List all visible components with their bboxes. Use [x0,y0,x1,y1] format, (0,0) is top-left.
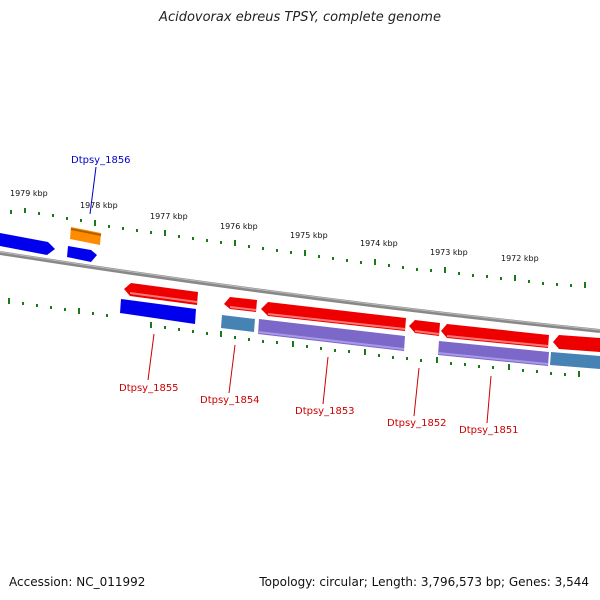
gene-label-dtpsy-1854[interactable]: Dtpsy_1854 [200,395,260,406]
gene-reverse-right[interactable] [553,335,600,352]
map-title: Acidovorax ebreus TPSY, complete genome [159,10,441,25]
product-dtpsy-1853-shade [257,331,405,350]
product-dtpsy-1855[interactable] [120,299,196,324]
gene-label-dtpsy-1852[interactable]: Dtpsy_1852 [387,418,447,429]
tick-label-1977: 1977 kbp [150,212,188,221]
leader-dtpsy-1853 [322,356,329,405]
gene-dtpsy-1856-rna[interactable] [70,227,101,245]
gene-dtpsy-1855-shade [129,292,198,303]
product-dtpsy-1854[interactable] [221,315,255,332]
gene-dtpsy-1856-rna-edge [70,228,102,236]
gene-label-dtpsy-1851[interactable]: Dtpsy_1851 [459,425,519,436]
gene-label-dtpsy-1856[interactable]: Dtpsy_1856 [71,155,131,166]
product-dtpsy-1851-shade [437,352,549,365]
gene-forward-left[interactable] [0,233,55,255]
tick-label-1978: 1978 kbp [80,201,118,210]
tick-label-1975: 1975 kbp [290,231,328,240]
tick-label-1979: 1979 kbp [10,189,48,198]
leader-dtpsy-1851 [486,375,492,424]
tick-label-1976: 1976 kbp [220,222,258,231]
leader-dtpsy-1855 [147,333,155,381]
product-right[interactable] [550,352,600,369]
leader-dtpsy-1854 [228,344,236,394]
genome-summary-text: Topology: circular; Length: 3,796,573 bp… [259,575,589,589]
gene-dtpsy-1856[interactable] [67,246,97,262]
tick-label-1973: 1973 kbp [430,248,468,257]
upper-tick-row [10,208,586,288]
genome-backbone-highlight [0,251,600,331]
genome-backbone [0,251,600,333]
leader-dtpsy-1852 [413,367,420,417]
product-dtpsy-1853[interactable] [258,319,405,351]
gene-dtpsy-1853[interactable] [261,302,406,331]
gene-dtpsy-1853-shade [267,313,406,330]
leader-dtpsy-1856 [89,166,97,215]
gene-dtpsy-1852-shade [414,330,440,335]
lower-tick-row [8,298,580,377]
tick-label-1974: 1974 kbp [360,239,398,248]
gene-dtpsy-1851-shade [446,335,549,347]
gene-label-dtpsy-1853[interactable]: Dtpsy_1853 [295,406,355,417]
gene-dtpsy-1854-shade [229,306,257,311]
gene-dtpsy-1851[interactable] [441,324,549,348]
product-dtpsy-1851[interactable] [438,341,549,366]
accession-text: Accession: NC_011992 [9,575,146,589]
tick-label-1972: 1972 kbp [501,254,539,263]
gene-label-dtpsy-1855[interactable]: Dtpsy_1855 [119,383,179,394]
